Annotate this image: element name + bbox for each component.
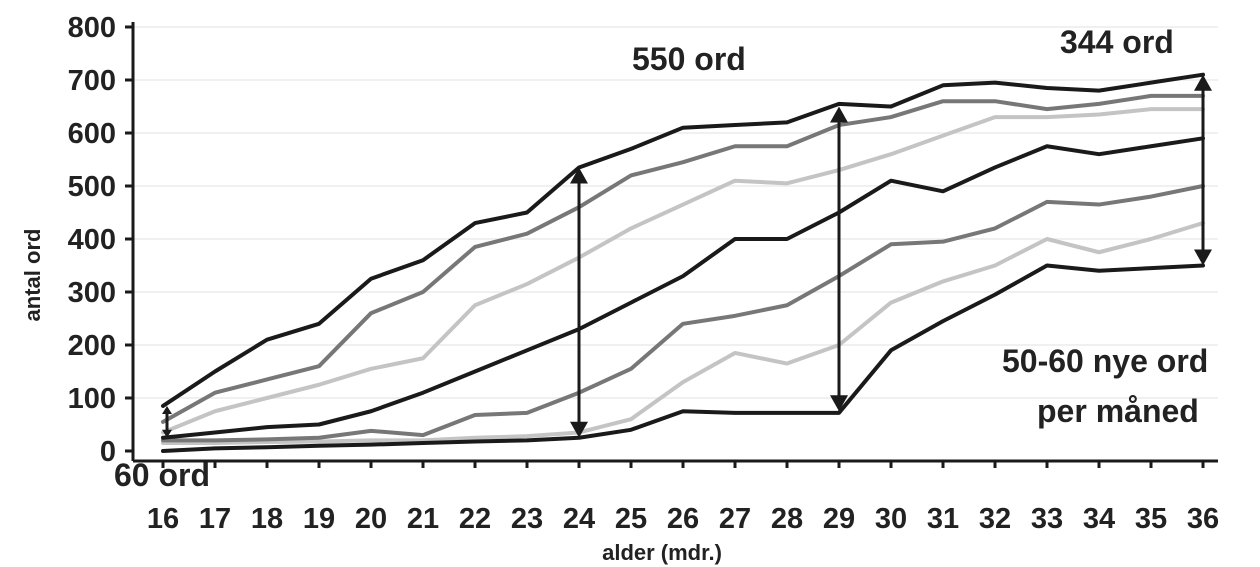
x-tick-label: 26 [667, 503, 699, 535]
gridlines [133, 26, 1218, 399]
x-tick-label: 27 [719, 503, 751, 535]
x-tick-label: 35 [1135, 503, 1167, 535]
range-arrow-head-down [830, 395, 848, 412]
y-tick-labels: 0 100 200 300 400 500 600 700 800 [68, 12, 116, 468]
x-tick-label: 36 [1187, 503, 1219, 535]
x-tick-label: 29 [823, 503, 855, 535]
axes [125, 22, 1218, 468]
series-line-2 [161, 93, 1205, 424]
y-tick-label: 0 [100, 436, 116, 468]
annotation-550-ord: 550 ord [632, 41, 746, 77]
x-tick-label: 25 [615, 503, 647, 535]
annotation-344-ord: 344 ord [1060, 24, 1174, 60]
y-tick-label: 700 [68, 65, 116, 97]
x-tick-label: 17 [199, 503, 231, 535]
y-tick-label: 600 [68, 118, 116, 150]
range-arrow-head-up [1194, 74, 1212, 91]
x-tick-label: 18 [251, 503, 283, 535]
x-tick-label: 23 [511, 503, 543, 535]
series-lines [161, 72, 1205, 453]
range-arrow-head-down [570, 421, 588, 438]
x-tick-label: 30 [875, 503, 907, 535]
y-axis-title: antal ord [20, 229, 45, 322]
x-tick-label: 34 [1083, 503, 1115, 535]
y-tick-label: 400 [68, 224, 116, 256]
x-tick-labels: 16 17 18 19 20 21 22 23 24 25 26 27 28 29 30 31 32 33 34 35… [147, 503, 1219, 535]
x-tick-label: 19 [303, 503, 335, 535]
range-arrow-head-up [830, 106, 848, 123]
x-tick-label: 16 [147, 503, 179, 535]
y-tick-label: 800 [68, 12, 116, 44]
y-tick-label: 200 [68, 330, 116, 362]
y-tick-label: 500 [68, 171, 116, 203]
range-arrow-head-up [162, 405, 172, 414]
x-tick-label: 24 [563, 503, 595, 535]
series-line-4 [161, 136, 1205, 440]
range-arrow-head-up [570, 167, 588, 184]
series-line-7 [161, 263, 1205, 453]
x-axis-title: alder (mdr.) [602, 540, 722, 565]
series-line-5 [161, 184, 1205, 443]
x-tick-label: 21 [407, 503, 439, 535]
range-arrow-head-down [1194, 249, 1212, 266]
series-line-6 [161, 221, 1205, 446]
x-tick-label: 28 [771, 503, 803, 535]
annotation-60-ord: 60 ord [114, 457, 210, 493]
x-tick-label: 31 [927, 503, 959, 535]
x-tick-label: 20 [355, 503, 387, 535]
series-line-1 [161, 72, 1205, 408]
annotation-new-words-line1: 50-60 nye ord [1002, 343, 1208, 379]
x-tick-label: 22 [459, 503, 491, 535]
x-tick-label: 33 [1031, 503, 1063, 535]
y-tick-label: 300 [68, 277, 116, 309]
annotation-new-words-line2: per måned [1037, 393, 1199, 429]
x-tick-label: 32 [979, 503, 1011, 535]
range-arrow-head-down [162, 429, 172, 438]
series-line-3 [161, 107, 1205, 435]
range-arrows [162, 74, 1212, 438]
y-tick-label: 100 [68, 383, 116, 415]
